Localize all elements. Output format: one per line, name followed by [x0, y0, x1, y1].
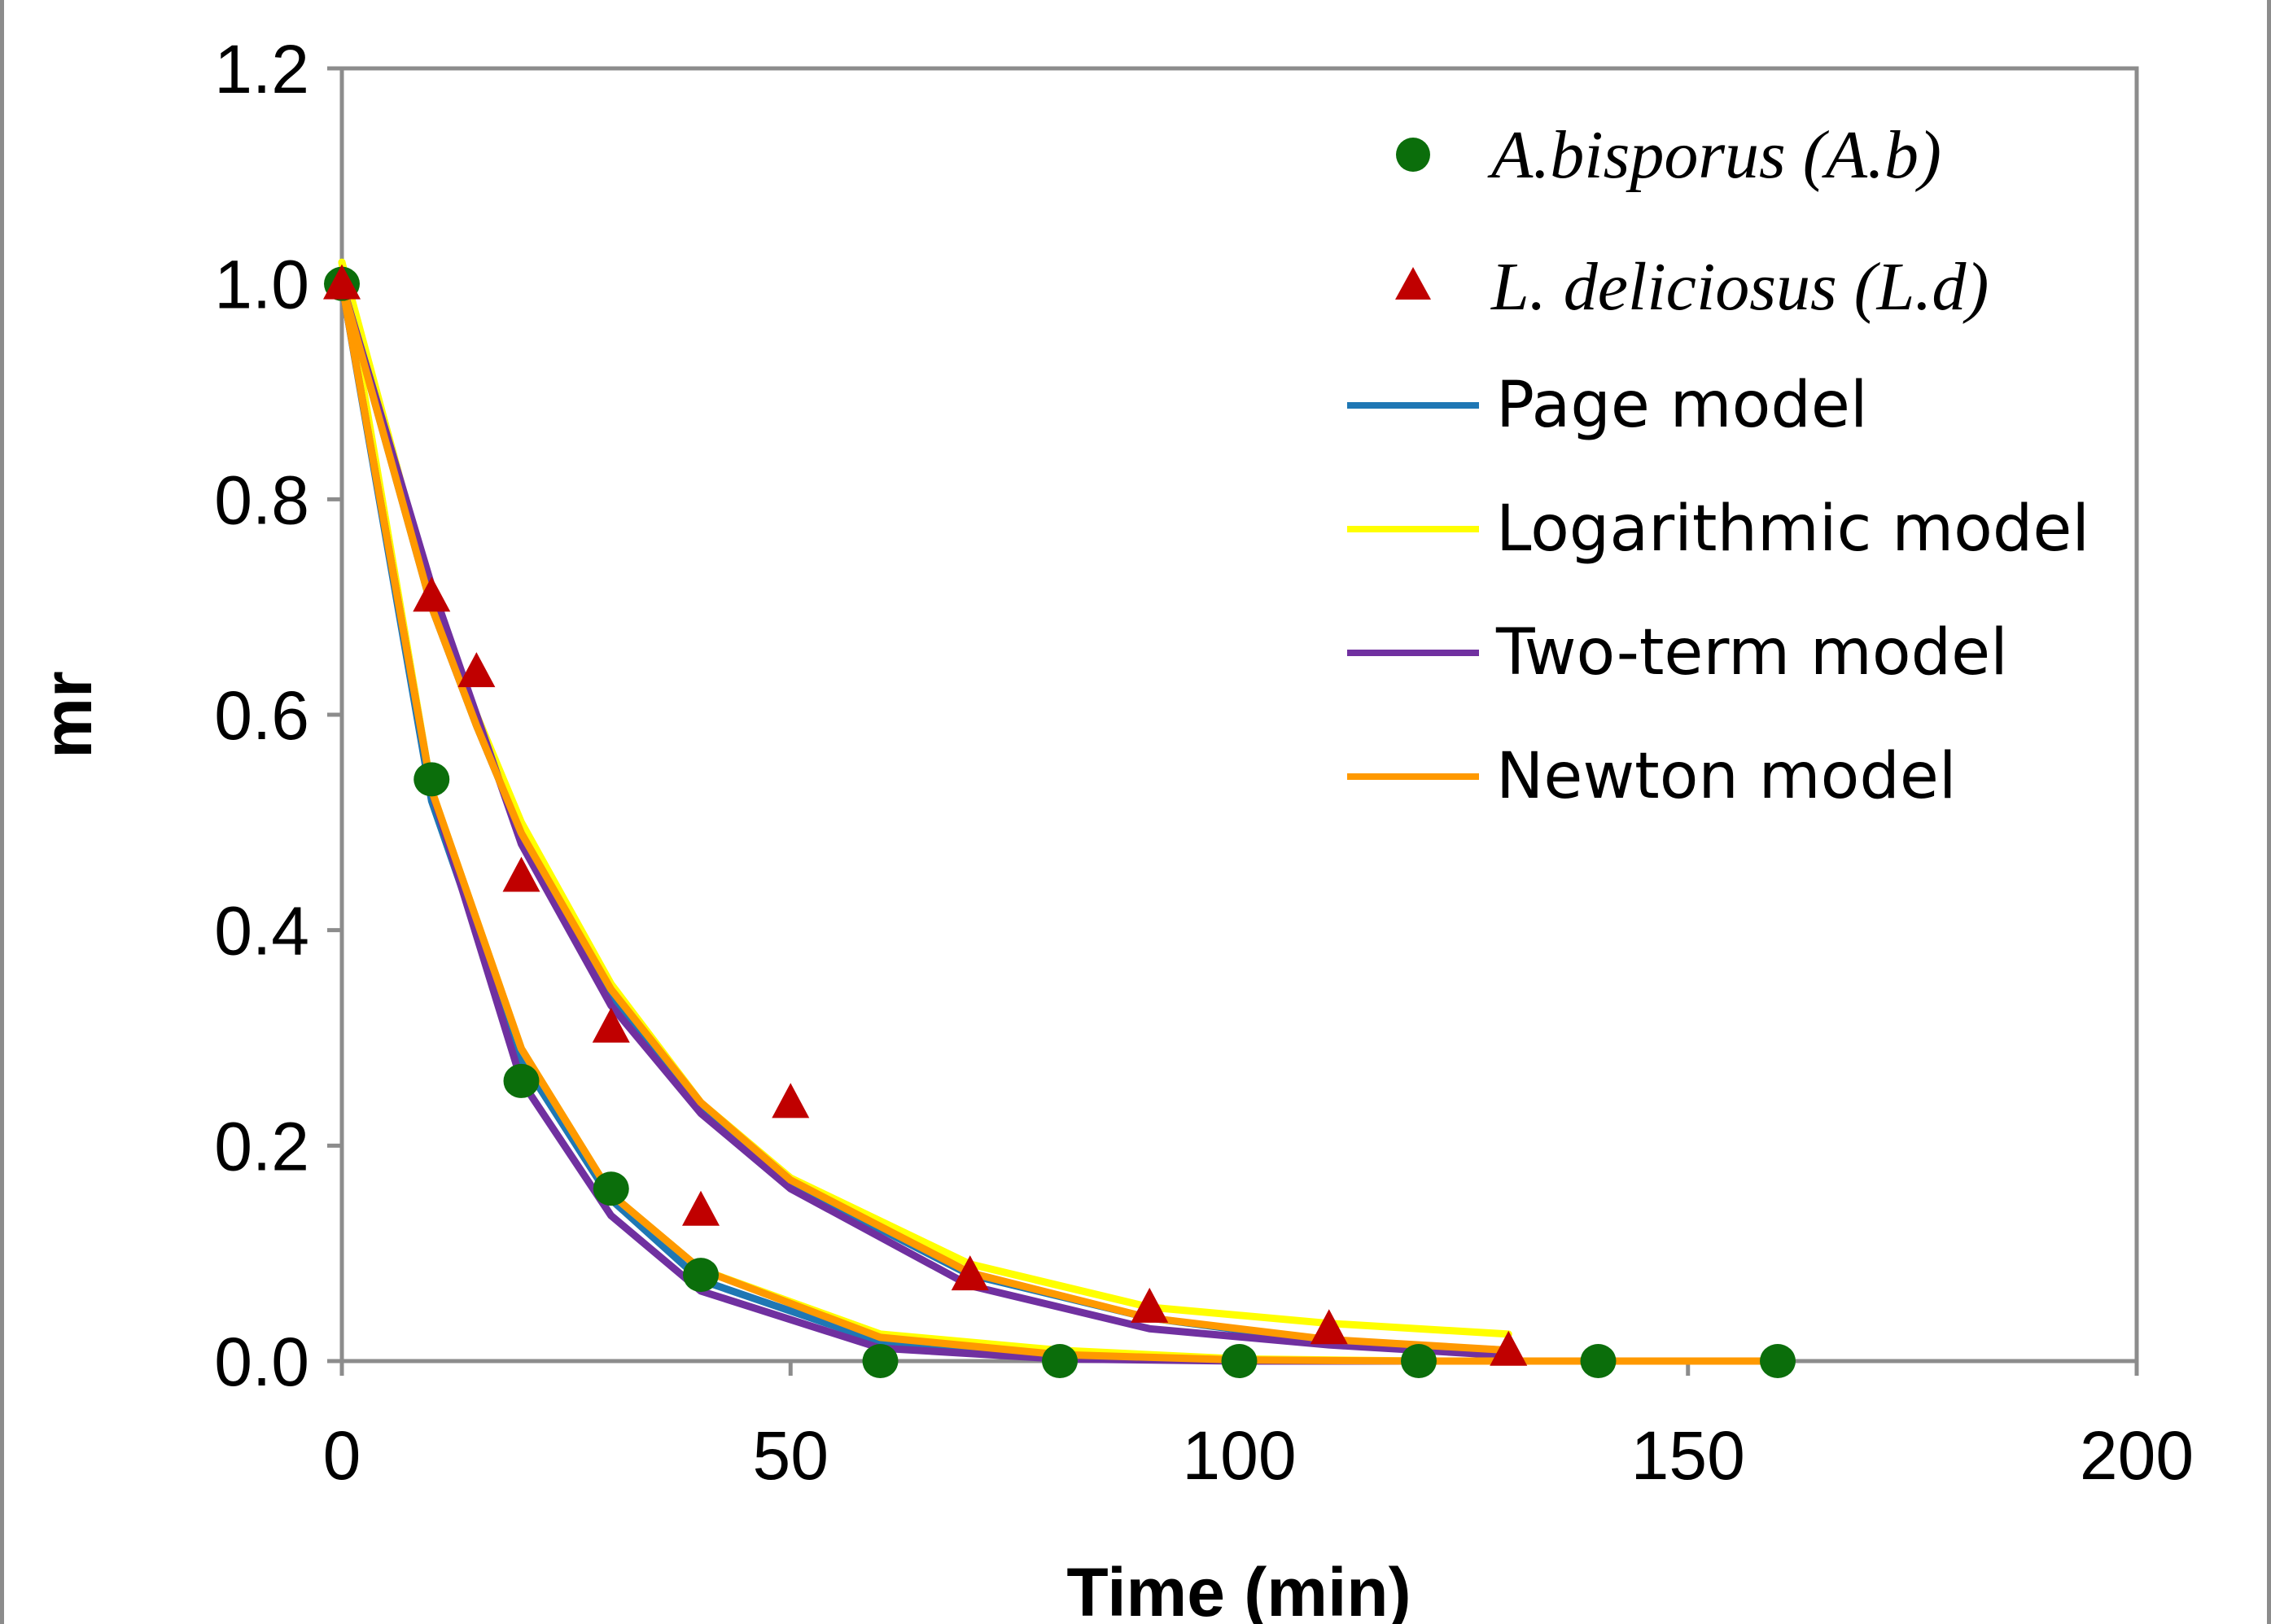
data-point-a-bisporus-a-b: [1042, 1344, 1078, 1378]
data-point-l-deliciosus-l-d: [502, 856, 540, 892]
legend-marker-l-deliciosus: [1395, 267, 1431, 300]
axes: 0 50 100 150 200 0.0 0.2 0.4 0.6 0.8 1.0 1.2: [214, 31, 2194, 1494]
y-axis-title: mr: [29, 671, 106, 758]
x-tick-label: 200: [2080, 1417, 2194, 1494]
data-point-l-deliciosus-l-d: [951, 1255, 989, 1291]
data-point-l-deliciosus-l-d: [592, 1007, 630, 1043]
data-point-a-bisporus-a-b: [862, 1344, 899, 1378]
legend-label-two-term: Two-term model: [1495, 616, 2008, 689]
y-tick-label: 0.2: [214, 1108, 309, 1184]
y-tick-label: 0.0: [214, 1324, 309, 1400]
legend-marker-a-bisporus: [1396, 138, 1430, 172]
data-point-a-bisporus-a-b: [414, 762, 450, 797]
x-axis-title: Time (min): [1066, 1554, 1411, 1624]
data-point-l-deliciosus-l-d: [772, 1083, 810, 1118]
data-point-l-deliciosus-l-d: [1310, 1309, 1348, 1345]
legend-label-logarithmic: Logarithmic model: [1496, 492, 2089, 566]
data-point-l-deliciosus-l-d: [682, 1190, 720, 1226]
data-point-a-bisporus-a-b: [503, 1063, 540, 1098]
plot-area: [339, 66, 2139, 1364]
data-point-l-deliciosus-l-d: [457, 652, 496, 688]
data-point-l-deliciosus-l-d: [413, 576, 451, 612]
series-line-two-term-model: [338, 280, 1512, 1359]
data-point-a-bisporus-a-b: [683, 1258, 719, 1293]
x-tick-label: 100: [1182, 1417, 1296, 1494]
legend-label-page: Page model: [1496, 369, 1868, 442]
data-point-a-bisporus-a-b: [1580, 1344, 1617, 1378]
y-tick-label: 1.2: [214, 31, 309, 107]
y-tick-label: 0.4: [214, 893, 309, 970]
legend-label-l-deliciosus: L. deliciosus (L.d): [1490, 249, 1989, 325]
data-point-a-bisporus-a-b: [593, 1171, 629, 1206]
data-point-l-deliciosus-l-d: [1490, 1330, 1528, 1366]
legend-label-a-bisporus: A.bisporus (A.b): [1487, 117, 1941, 193]
x-tick-label: 50: [753, 1417, 829, 1494]
x-tick-label: 0: [323, 1417, 361, 1494]
series-line-newton-model: [338, 280, 1782, 1365]
x-tick-label: 150: [1631, 1417, 1745, 1494]
data-point-l-deliciosus-l-d: [1131, 1287, 1169, 1323]
series-markers: [323, 264, 1796, 1378]
legend: A.bisporus (A.b) L. deliciosus (L.d) Pag…: [1347, 117, 2089, 813]
data-point-a-bisporus-a-b: [1221, 1344, 1258, 1378]
data-point-l-deliciosus-l-d: [323, 264, 361, 300]
data-point-a-bisporus-a-b: [1401, 1344, 1437, 1378]
legend-label-newton: Newton model: [1496, 740, 1957, 813]
y-tick-label: 0.8: [214, 462, 309, 538]
y-tick-label: 1.0: [214, 247, 309, 323]
data-point-a-bisporus-a-b: [1760, 1344, 1796, 1378]
y-tick-label: 0.6: [214, 677, 309, 754]
